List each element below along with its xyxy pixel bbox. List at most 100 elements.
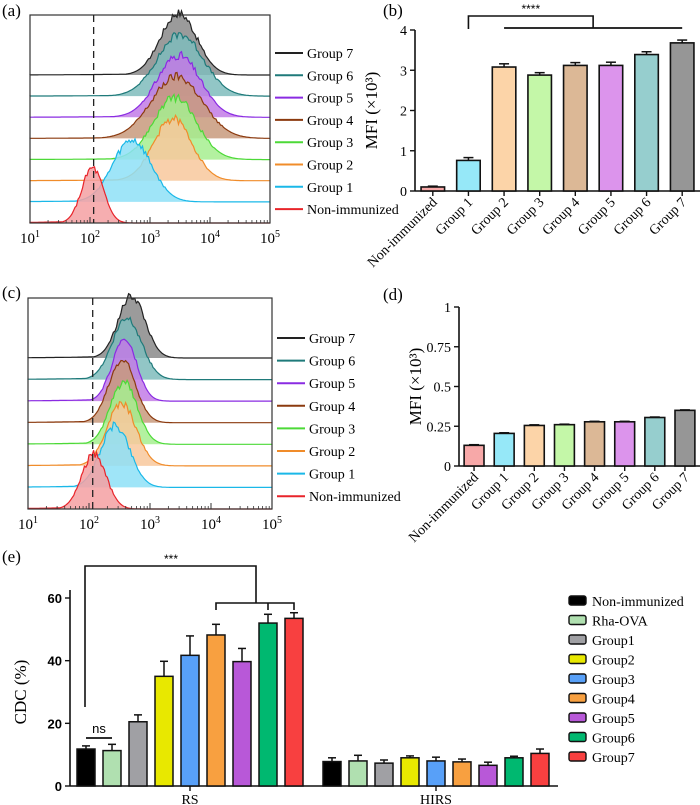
legend-swatch <box>568 595 587 606</box>
y-tick-label: 4 <box>400 24 407 39</box>
histogram-fill-group-4 <box>30 72 270 139</box>
legend-label: Group 1 <box>307 181 353 196</box>
histogram-line-group-2 <box>29 113 271 182</box>
x-tick-label: Group 2 <box>469 195 512 238</box>
legend-label: Group 6 <box>309 355 355 370</box>
bar-hirs-group4 <box>452 761 472 787</box>
legend-label: Group 3 <box>309 422 355 437</box>
histogram-line-group-1 <box>29 137 271 203</box>
histogram-line-group-7 <box>29 8 270 76</box>
y-tick-label: 0 <box>55 779 62 794</box>
x-tick-label: 105 <box>260 229 280 247</box>
legend-swatch <box>568 731 587 743</box>
bar-group-6 <box>644 416 666 467</box>
legend-label: Group 6 <box>307 69 353 84</box>
bar-group-4 <box>562 64 588 192</box>
histogram-line-group-3 <box>27 379 273 445</box>
bar-group-1 <box>455 159 481 192</box>
y-tick-label: 2 <box>400 105 407 120</box>
bar-group-4 <box>583 420 606 467</box>
bar-hirs-non-immunized <box>322 760 342 787</box>
bar-rs-group3 <box>180 654 200 787</box>
bar-group-2 <box>491 66 517 192</box>
legend-swatch <box>568 614 587 626</box>
bar-rs-group1 <box>128 721 148 787</box>
legend-swatch <box>568 653 587 665</box>
histogram-fill-non-immunized <box>30 166 270 223</box>
histogram-line-group-6 <box>29 32 271 97</box>
bar-group-3 <box>527 74 553 192</box>
bar-rs-non-immunized <box>76 748 96 787</box>
significance-bracket-outer <box>84 565 257 707</box>
bar-rs-group5 <box>232 660 252 787</box>
legend-label: Rha-OVA <box>592 615 649 630</box>
x-tick-label: Group 3 <box>504 195 547 238</box>
x-tick-label: Group 4 <box>540 195 583 238</box>
significance-bracket <box>467 15 594 29</box>
legend-swatch <box>568 634 587 645</box>
bar-hirs-group5 <box>478 764 498 787</box>
legend-label: Group1 <box>592 634 635 649</box>
legend-label: Non-immunized <box>307 203 399 218</box>
bar-group-6 <box>634 53 660 192</box>
significance-label: *** <box>164 552 178 566</box>
y-axis-label: CDC (%) <box>11 660 30 725</box>
legend-label: Non-immunized <box>309 490 401 505</box>
histogram-fill-non-immunized <box>28 450 272 509</box>
x-tick-label: Group 7 <box>647 195 690 238</box>
histogram-line-group-5 <box>27 338 273 402</box>
legend-swatch <box>568 692 587 704</box>
bar-non-immunized <box>420 186 446 192</box>
bar-rs-group2 <box>154 675 174 787</box>
y-tick-label: 1 <box>444 301 451 316</box>
histogram-panel-c: Group 7 Group 6 Group 5 Group 4 Group 3 Group… <box>27 292 401 510</box>
histogram-line-group-4 <box>29 71 271 139</box>
legend-label: Group 4 <box>309 400 355 415</box>
legend-swatch <box>568 712 587 723</box>
histogram-panel-a: Group 7 Group 6 Group 5 Group 4 Group 3 Group… <box>29 8 399 224</box>
y-axis-label: MFI (×10³) <box>362 72 381 150</box>
bar-rs-group4 <box>206 634 226 787</box>
legend-swatch <box>568 673 587 684</box>
histogram-line-group-7 <box>27 292 272 359</box>
x-tick-label: 102 <box>80 229 100 247</box>
bar-hirs-group1 <box>374 762 394 787</box>
panel-label-a: (a) <box>2 1 21 20</box>
legend-swatch <box>568 751 587 762</box>
x-tick-label: 103 <box>140 515 160 533</box>
histogram-fill-group-7 <box>30 9 270 76</box>
bar-non-immunized <box>463 444 485 467</box>
histogram-fill-group-1 <box>30 138 270 202</box>
legend-label: Group 7 <box>309 332 355 347</box>
x-category-label: RS <box>181 793 198 805</box>
legend-label: Group4 <box>592 693 635 708</box>
plot-frame <box>27 297 273 510</box>
panel-label-c: (c) <box>2 283 21 302</box>
histogram-line-group-4 <box>27 359 273 424</box>
bar-group-5 <box>613 420 636 467</box>
legend-label: Group 2 <box>307 159 353 174</box>
bar-hirs-group7 <box>530 752 550 787</box>
legend-label: Group2 <box>592 654 635 669</box>
x-tick-label: 105 <box>262 515 282 533</box>
y-tick-label: 0 <box>444 460 451 475</box>
legend-label: Group5 <box>592 712 635 727</box>
legend-label: Group7 <box>592 751 635 766</box>
x-tick-label: 103 <box>140 229 160 247</box>
x-tick-label: 102 <box>79 515 99 533</box>
bar-hirs-group6 <box>504 757 524 787</box>
ns-label: ns <box>92 721 106 736</box>
x-tick-label: Group 1 <box>433 195 476 238</box>
legend-label: Group6 <box>592 732 635 747</box>
bar-rs-group6 <box>258 622 278 787</box>
x-category-label: HIRS <box>420 793 452 805</box>
panel-label-d: (d) <box>383 285 403 304</box>
legend-label: Non-immunized <box>592 595 684 610</box>
y-tick-label: 20 <box>48 716 62 731</box>
bar-hirs-rha-ova <box>348 760 368 787</box>
histogram-line-group-2 <box>27 400 273 467</box>
y-tick-label: 0.5 <box>434 381 452 396</box>
y-tick-label: 60 <box>48 591 62 606</box>
histogram-line-group-3 <box>29 93 271 161</box>
